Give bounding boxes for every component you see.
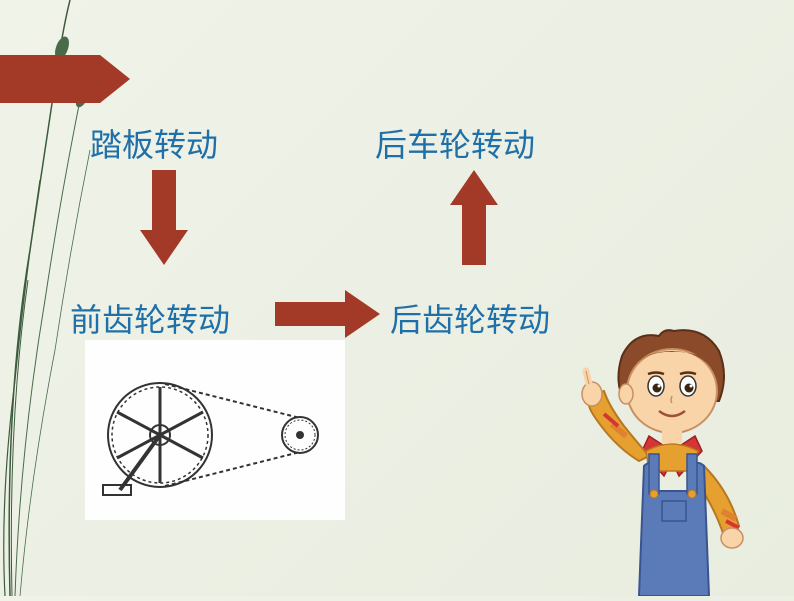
cartoon-boy-illustration	[564, 316, 794, 596]
label-rear-wheel-rotation: 后车轮转动	[375, 120, 535, 166]
label-front-gear-rotation: 前齿轮转动	[70, 295, 230, 341]
header-arrow-decoration	[0, 55, 130, 103]
label-pedal-rotation: 踏板转动	[90, 120, 218, 166]
arrow-down	[140, 170, 188, 270]
arrow-up	[450, 170, 498, 270]
gear-chain-diagram	[85, 340, 345, 520]
arrow-right	[275, 290, 380, 343]
label-rear-gear-rotation: 后齿轮转动	[390, 295, 550, 341]
